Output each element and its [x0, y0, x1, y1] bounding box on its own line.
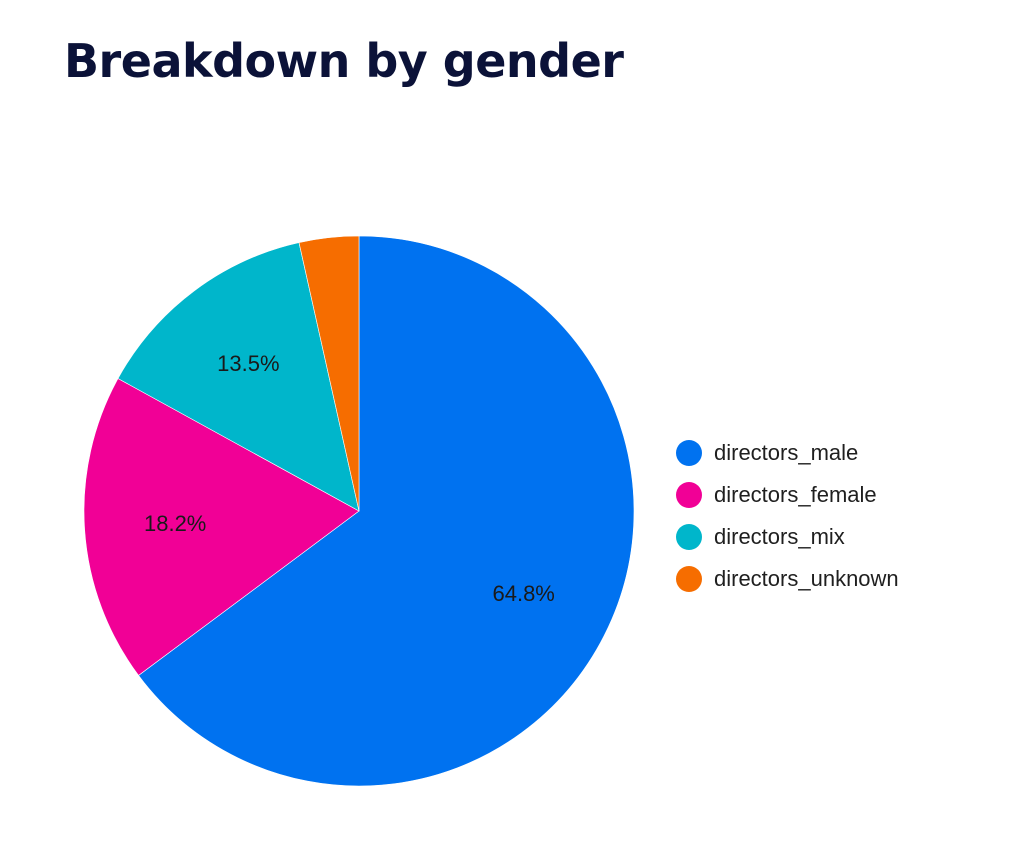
pie-slice-labels: 64.8% 18.2% 13.5%: [144, 351, 555, 606]
legend-swatch-icon: [676, 524, 702, 550]
pie-slice-directors-mix[interactable]: [117, 242, 360, 512]
legend-swatch-icon: [676, 566, 702, 592]
pie-slices: [83, 235, 635, 787]
legend: directors_male directors_female directors_…: [676, 432, 899, 600]
legend-item-directors-female[interactable]: directors_female: [676, 474, 899, 516]
legend-label: directors_unknown: [714, 566, 899, 591]
pie-slice-directors-female[interactable]: [83, 378, 360, 676]
legend-label: directors_female: [714, 482, 877, 507]
legend-item-directors-unknown[interactable]: directors_unknown: [676, 558, 899, 600]
pie-slice-directors-unknown[interactable]: [298, 235, 360, 512]
legend-swatch-icon: [676, 482, 702, 508]
slice-label-directors-male: 64.8%: [492, 581, 554, 606]
legend-item-directors-male[interactable]: directors_male: [676, 432, 899, 474]
slice-label-directors-female: 18.2%: [144, 511, 206, 536]
legend-item-directors-mix[interactable]: directors_mix: [676, 516, 899, 558]
legend-label: directors_mix: [714, 524, 845, 549]
slice-label-directors-mix: 13.5%: [217, 351, 279, 376]
legend-label: directors_male: [714, 440, 859, 465]
legend-swatch-icon: [676, 440, 702, 466]
pie-slice-directors-male[interactable]: [138, 235, 635, 787]
chart-title: Breakdown by gender: [64, 34, 624, 88]
